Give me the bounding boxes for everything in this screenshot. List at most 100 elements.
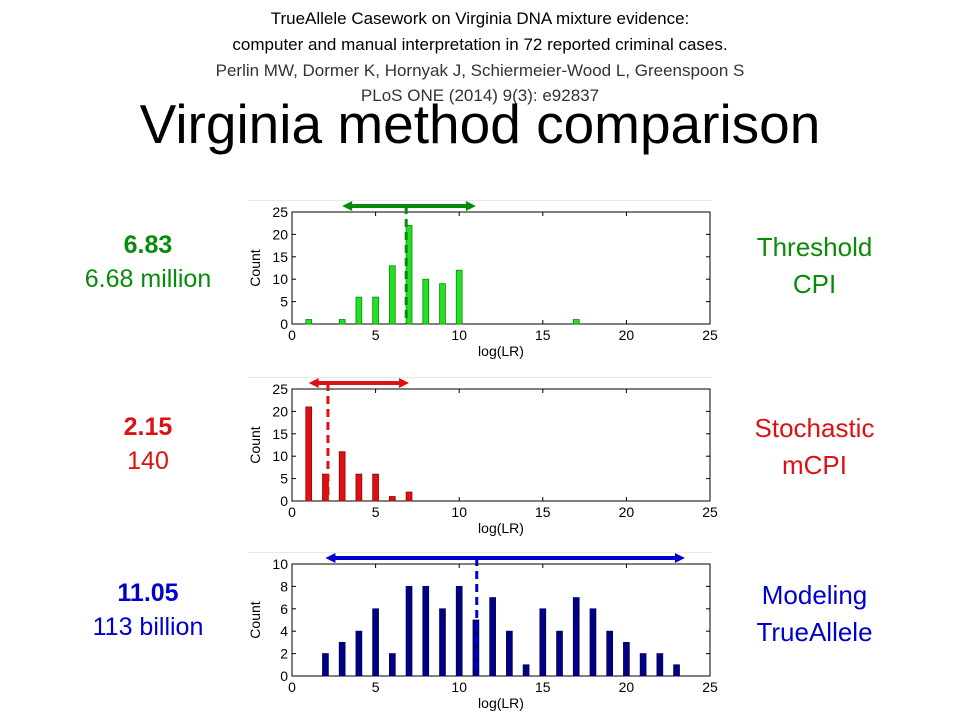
threshold-histogram: 0 5 10 15 20 25 0 5 10 15 20 25 log(LR) Count (247, 201, 718, 359)
y-tick-label: 10 (272, 448, 288, 464)
histogram-bar (388, 496, 396, 502)
histogram-bar (589, 608, 597, 677)
histogram-bar (539, 608, 547, 677)
y-tick-label: 25 (272, 381, 288, 397)
x-tick-label: 5 (372, 327, 380, 343)
stochastic-method-line2: mCPI (782, 450, 847, 480)
chart-top-rule-2 (248, 377, 712, 378)
citation-journal: PLoS ONE (2014) 9(3): e92837 (360, 86, 600, 105)
x-tick-label: 15 (535, 504, 551, 520)
y-tick-label: 10 (272, 556, 288, 572)
y-tick-label: 4 (280, 623, 288, 639)
x-tick-label: 25 (702, 327, 718, 343)
histogram-bar (673, 664, 680, 677)
threshold-stat: 6.83 6.68 million (58, 228, 238, 296)
y-tick-label: 20 (272, 403, 288, 419)
histogram-bar (405, 491, 413, 502)
y-tick-label: 20 (272, 226, 288, 242)
histogram-bar (455, 269, 463, 325)
histogram-bar (305, 406, 313, 502)
x-tick-label: 20 (619, 504, 635, 520)
range-arrow-head-left (342, 201, 353, 211)
histogram-bar (455, 586, 463, 677)
threshold-method-label: Threshold CPI (712, 229, 917, 303)
histogram-bar (338, 642, 346, 677)
histogram-bar (372, 473, 379, 502)
truallele-method-label: Modeling TrueAllele (712, 577, 917, 651)
histogram-bar (405, 586, 413, 677)
y-tick-label: 8 (280, 578, 288, 594)
x-tick-label: 5 (372, 679, 380, 695)
x-tick-label: 0 (288, 504, 296, 520)
x-tick-label: 10 (451, 327, 467, 343)
histogram-bar (422, 586, 430, 677)
x-tick-label: 20 (619, 327, 635, 343)
y-tick-label: 15 (272, 426, 288, 442)
x-tick-label: 0 (288, 327, 296, 343)
x-tick-label: 25 (702, 679, 718, 695)
citation-line-1: TrueAllele Casework on Virginia DNA mixt… (270, 9, 690, 28)
y-tick-label: 15 (272, 249, 288, 265)
y-tick-label: 0 (280, 316, 288, 332)
range-arrow-head-right (674, 553, 685, 563)
x-tick-label: 10 (451, 504, 467, 520)
truallele-method-line1: Modeling (761, 580, 868, 610)
range-arrow-head-left (308, 378, 319, 388)
histogram-bar (656, 653, 664, 677)
histogram-bar (355, 296, 363, 325)
histogram-bar (606, 630, 614, 677)
histogram-bar (489, 597, 496, 677)
histogram-bar (305, 319, 313, 325)
histogram-bar (372, 608, 379, 677)
truallele-stat: 11.05 113 billion (58, 576, 238, 644)
histogram-bar (372, 296, 379, 325)
histogram-bar (639, 653, 647, 677)
x-axis-label: log(LR) (478, 520, 524, 536)
y-axis-label: Count (247, 601, 263, 638)
histogram-bar (355, 630, 363, 677)
y-tick-label: 10 (272, 271, 288, 287)
y-tick-label: 25 (272, 204, 288, 220)
histogram-bar (422, 278, 430, 325)
y-tick-label: 5 (280, 294, 288, 310)
plot-frame (291, 211, 711, 325)
x-tick-label: 15 (535, 327, 551, 343)
threshold-mean-value: 6.83 (123, 231, 173, 259)
range-arrow-head-left (325, 553, 336, 563)
stochastic-histogram: 0 5 10 15 20 25 0 5 10 15 20 25 log(LR) Count (247, 378, 718, 536)
histogram-bar (322, 653, 329, 677)
histogram-bar (338, 319, 346, 325)
range-arrow-head-right (399, 378, 410, 388)
stochastic-method-line1: Stochastic (754, 413, 875, 443)
y-tick-label: 0 (280, 493, 288, 509)
truallele-lr-label: 113 billion (92, 613, 204, 641)
histogram-bar (556, 630, 563, 677)
plot-frame (291, 563, 711, 677)
y-tick-label: 5 (280, 471, 288, 487)
histogram-bar (388, 653, 396, 677)
x-tick-label: 20 (619, 679, 635, 695)
citation-line-2: computer and manual interpretation in 72… (232, 35, 728, 54)
x-tick-label: 25 (702, 504, 718, 520)
histogram-bar (439, 608, 446, 677)
histogram-bar (623, 642, 630, 677)
stochastic-lr-label: 140 (127, 447, 169, 475)
y-tick-label: 0 (280, 668, 288, 684)
truallele-histogram: 0 5 10 15 20 25 0 2 4 6 8 10 log(LR) Count (247, 553, 718, 711)
x-tick-label: 10 (451, 679, 467, 695)
threshold-lr-label: 6.68 million (84, 265, 212, 293)
histogram-bar (572, 597, 580, 677)
x-axis-label: log(LR) (478, 695, 524, 711)
histogram-bar (355, 473, 363, 502)
threshold-method-line2: CPI (792, 269, 837, 299)
x-tick-label: 15 (535, 679, 551, 695)
histogram-bar (522, 664, 530, 677)
stochastic-mean-value: 2.15 (123, 413, 173, 441)
page-title: Virginia method comparison (139, 93, 821, 155)
y-tick-label: 2 (280, 646, 288, 662)
stochastic-stat: 2.15 140 (58, 410, 238, 478)
y-axis-label: Count (247, 249, 263, 286)
x-tick-label: 5 (372, 504, 380, 520)
chart-top-rule-3 (248, 552, 712, 553)
y-tick-label: 6 (280, 601, 288, 617)
